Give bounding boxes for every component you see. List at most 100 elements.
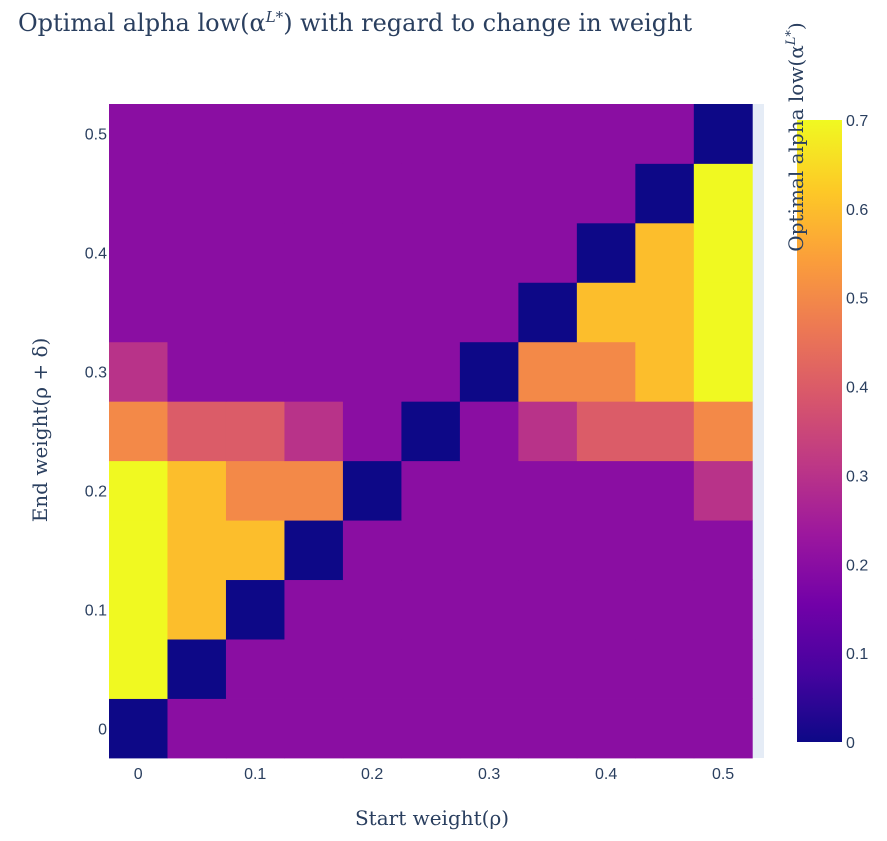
heatmap-cell [401,341,461,402]
heatmap-cell [459,579,519,640]
colorbar-tick-label: 0 [846,735,855,752]
x-tick-label: 0.1 [244,766,266,783]
y-tick-label: 0.3 [85,365,107,382]
heatmap-cell [693,579,753,640]
y-tick-label: 0.5 [85,127,107,144]
heatmap-cell [284,520,344,581]
heatmap-cell [576,401,636,462]
heatmap-cell [284,401,344,462]
heatmap-cell [518,639,578,699]
heatmap-cell [635,698,695,759]
heatmap-cell [693,639,753,699]
heatmap-cells [109,104,753,759]
heatmap-cell [167,401,227,462]
heatmap-cell [635,520,695,581]
y-tick-label: 0.1 [85,602,107,619]
colorbar [797,120,842,742]
heatmap-cell [225,163,285,224]
heatmap-cell [401,460,461,521]
colorbar-title-suffix: ) [784,22,808,30]
heatmap-cell [109,460,168,521]
heatmap-cell [342,460,402,521]
heatmap-cell [167,460,227,521]
heatmap-cell [459,639,519,699]
heatmap-cell [109,698,168,759]
heatmap-cell [401,639,461,699]
chart-title-suffix: ) with regard to change in weight [283,9,692,37]
heatmap-cell [109,520,168,581]
heatmap-cell [518,163,578,224]
heatmap-cell [401,222,461,283]
heatmap-cell [459,341,519,402]
heatmap-cell [225,222,285,283]
heatmap-cell [635,222,695,283]
heatmap-cell [284,341,344,402]
heatmap-cell [167,222,227,283]
heatmap-cell [518,460,578,521]
heatmap-cell [576,282,636,343]
heatmap-cell [225,579,285,640]
heatmap-cell [109,579,168,640]
heatmap-cell [635,401,695,462]
heatmap-cell [225,520,285,581]
heatmap-cell [693,401,753,462]
heatmap-cell [342,639,402,699]
y-tick-label: 0.4 [85,246,107,263]
heatmap-cell [459,520,519,581]
heatmap-cell [693,104,753,164]
colorbar-tick-label: 0.4 [846,380,868,397]
y-axis-ticks: 0 0.1 0.2 0.3 0.4 0.5 [85,127,107,739]
heatmap-cell [109,163,168,224]
chart-title-superscript: L* [265,8,284,26]
heatmap-cell [518,104,578,164]
colorbar-tick-label: 0.6 [846,202,868,219]
x-tick-label: 0.3 [478,766,500,783]
heatmap-cell [576,163,636,224]
heatmap-cell [459,460,519,521]
heatmap-cell [693,163,753,224]
heatmap-cell [459,222,519,283]
x-axis-label: Start weight(ρ) [355,806,509,830]
heatmap-cell [225,639,285,699]
heatmap-cell [576,639,636,699]
heatmap-cell [693,460,753,521]
heatmap-cell [459,282,519,343]
heatmap-cell [693,341,753,402]
heatmap-cell [284,104,344,164]
heatmap-cell [167,639,227,699]
heatmap-cell [167,163,227,224]
heatmap-cell [167,341,227,402]
heatmap-cell [109,104,168,164]
heatmap-cell [342,282,402,343]
heatmap-cell [576,579,636,640]
heatmap-cell [401,282,461,343]
heatmap-cell [342,104,402,164]
heatmap-cell [518,579,578,640]
heatmap-cell [576,698,636,759]
heatmap-cell [342,341,402,402]
heatmap-cell [109,401,168,462]
heatmap-cell [342,163,402,224]
heatmap-cell [109,639,168,699]
heatmap-cell [635,104,695,164]
heatmap-cell [635,579,695,640]
heatmap-cell [167,579,227,640]
heatmap-cell [225,104,285,164]
heatmap-cell [576,104,636,164]
x-tick-label: 0.4 [595,766,617,783]
heatmap-cell [518,341,578,402]
heatmap-cell [225,282,285,343]
heatmap-cell [518,282,578,343]
heatmap-cell [225,341,285,402]
heatmap-cell [518,520,578,581]
heatmap-cell [518,698,578,759]
heatmap-cell [109,222,168,283]
heatmap-cell [459,163,519,224]
chart-title: Optimal alpha low(αL*) with regard to ch… [18,8,693,37]
heatmap-cell [342,520,402,581]
colorbar-title-superscript: L* [784,30,799,47]
heatmap-cell [401,698,461,759]
colorbar-tick-label: 0.1 [846,646,868,663]
x-tick-label: 0.5 [712,766,734,783]
